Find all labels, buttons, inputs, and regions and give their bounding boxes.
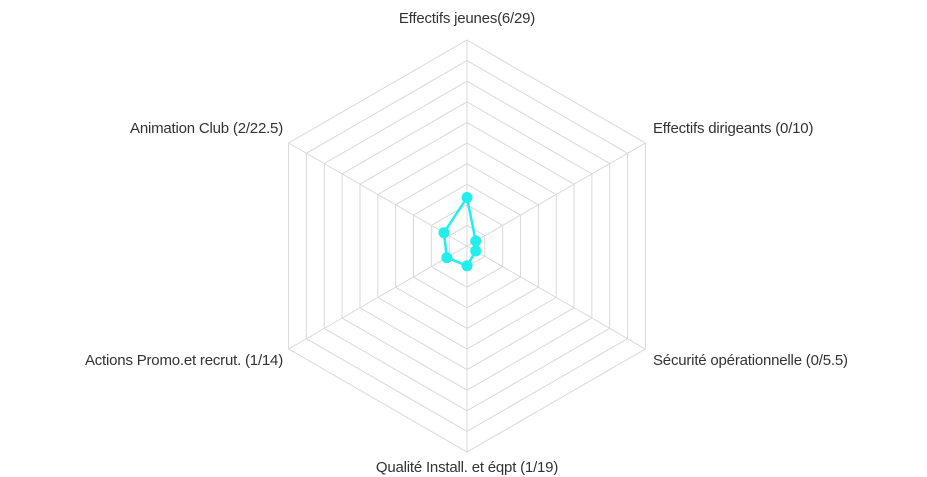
data-point <box>438 227 450 239</box>
axis-spoke <box>466 142 646 247</box>
data-point <box>470 245 482 257</box>
data-point <box>441 252 453 264</box>
axis-spoke <box>288 245 468 350</box>
data-point <box>470 235 482 247</box>
axis-label: Effectifs dirigeants (0/10) <box>653 120 813 137</box>
axis-labels: Effectifs jeunes(6/29) Effectifs dirigean… <box>85 10 848 476</box>
axis-label: Effectifs jeunes(6/29) <box>399 10 535 27</box>
axis-spoke <box>288 142 468 247</box>
axis-spokes <box>288 40 646 452</box>
axis-label: Qualité Install. et éqpt (1/19) <box>376 459 558 476</box>
data-point <box>461 260 473 272</box>
axis-spoke <box>466 245 646 350</box>
axis-label: Animation Club (2/22.5) <box>130 120 283 137</box>
data-series <box>438 192 482 272</box>
data-point <box>461 192 473 203</box>
axis-label: Actions Promo.et recrut. (1/14) <box>85 352 283 369</box>
axis-label: Sécurité opérationnelle (0/5.5) <box>653 352 848 369</box>
